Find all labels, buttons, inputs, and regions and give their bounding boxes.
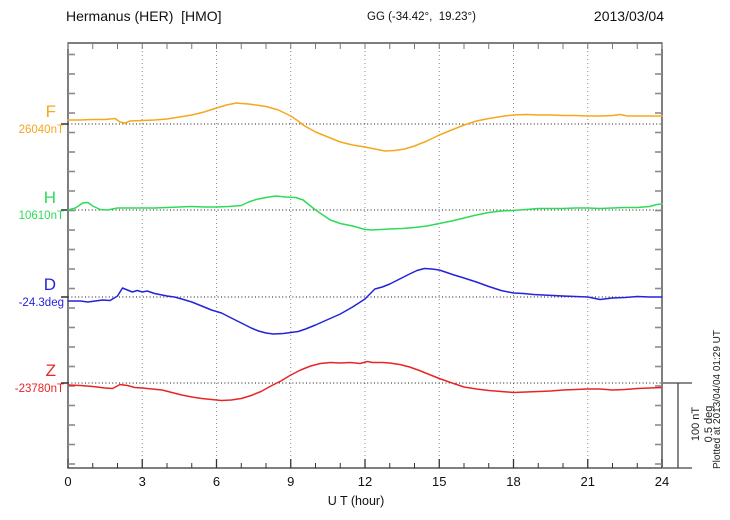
plotted-at-note: Plotted at 2013/04/04 01:29 UT [712,330,723,469]
channel-ref-value-F: 26040nT [18,124,64,136]
channel-label-D: D -24.3deg [2,276,64,309]
x-tick-label: 3 [138,474,146,489]
channel-letter-H: H [43,188,56,207]
channel-letter-D: D [43,275,56,294]
channel-letter-F: F [45,102,56,121]
x-tick-label: 9 [287,474,295,489]
x-tick-label: 15 [432,474,447,489]
x-tick-label: 0 [64,474,72,489]
scalebar-nt-label: 100 nT [690,406,702,442]
x-axis-title: U T (hour) [327,494,385,508]
channel-letter-Z: Z [45,361,56,380]
x-tick-label: 6 [212,474,221,489]
channel-ref-value-H: 10610nT [18,210,64,222]
x-tick-label: 18 [506,474,521,489]
channel-label-F: F 26040nT [2,103,64,136]
plot-date: 2013/03/04 [593,8,664,24]
geographic-coordinates: GG (-34.42°, 19.23°) [367,11,476,23]
channel-label-H: H 10610nT [2,189,64,222]
channel-label-Z: Z -23780nT [2,362,64,395]
x-tick-label: 12 [357,474,373,489]
channel-ref-value-Z: -23780nT [14,383,64,395]
station-title: Hermanus (HER) [HMO] [66,8,222,24]
channel-ref-value-D: -24.3deg [18,297,64,309]
x-tick-label: 21 [580,474,595,489]
x-tick-label: 24 [654,474,670,489]
